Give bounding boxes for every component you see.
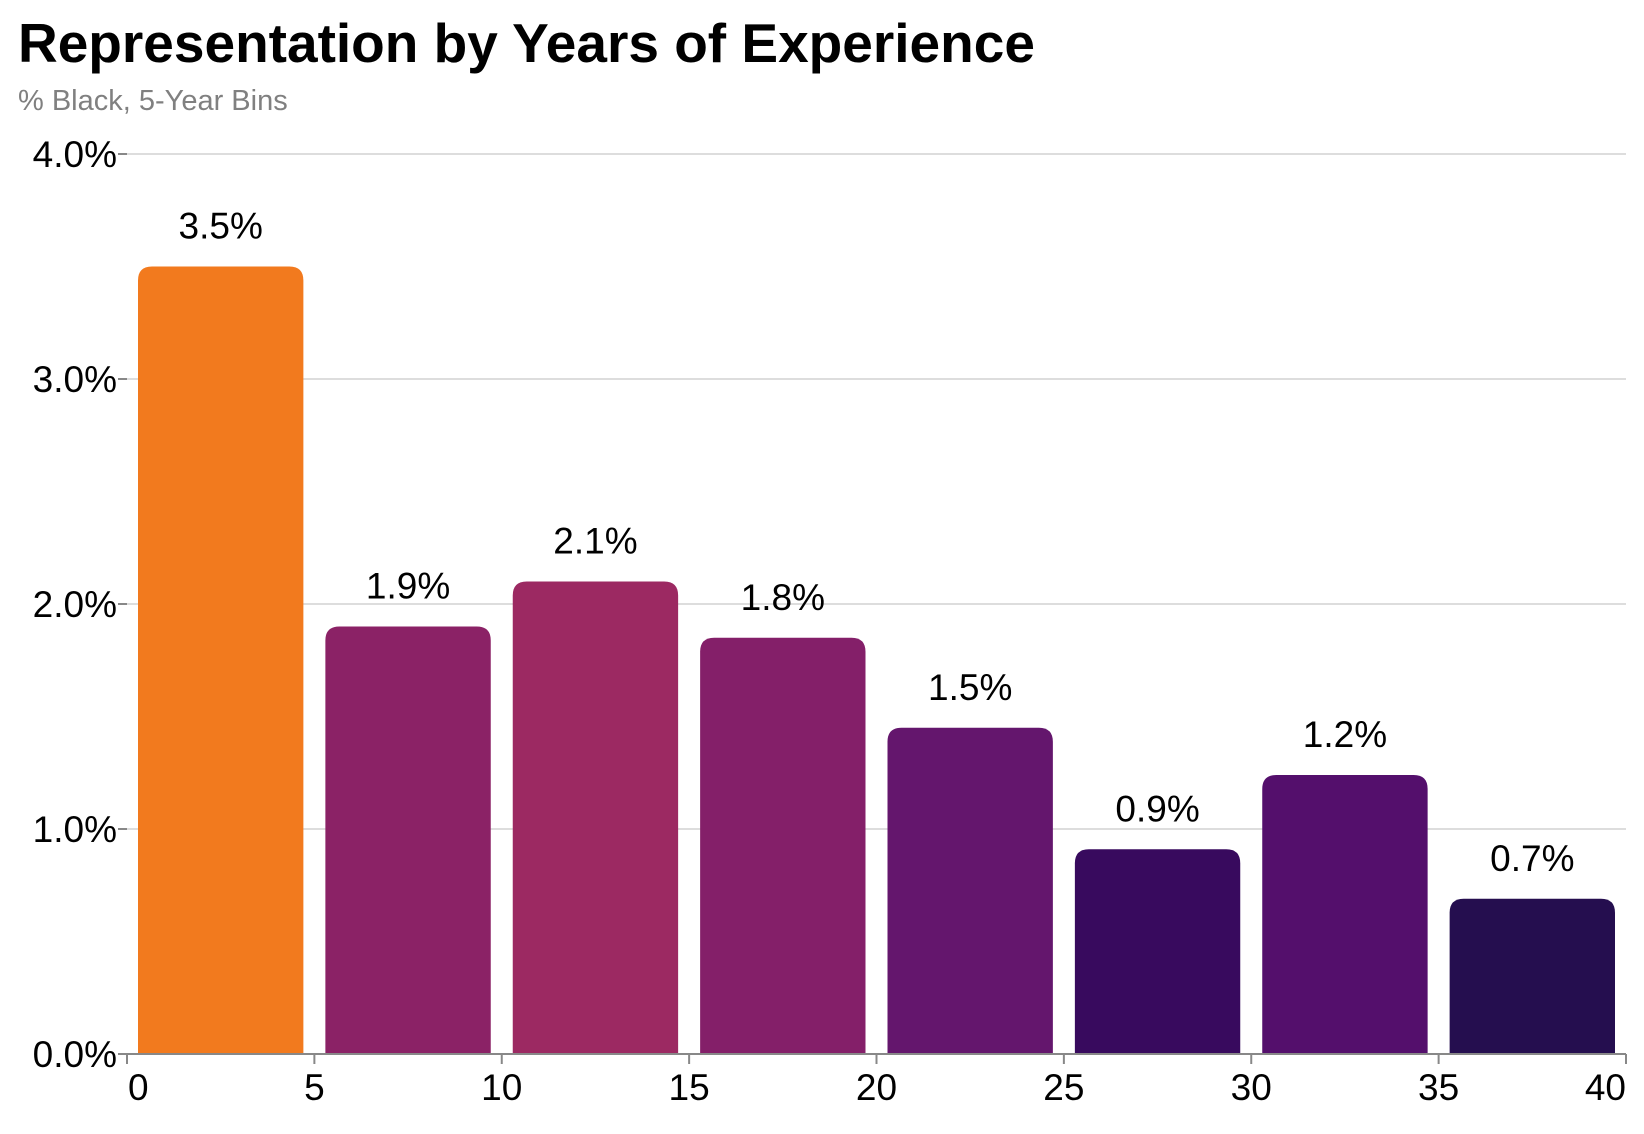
- bar-value-label: 1.5%: [928, 667, 1012, 708]
- y-tick-label: 3.0%: [33, 359, 117, 400]
- x-tick-label: 0: [128, 1067, 149, 1108]
- x-tick-label: 15: [669, 1067, 710, 1108]
- y-tick-label: 2.0%: [33, 584, 117, 625]
- bar: [1074, 849, 1241, 1054]
- bar: [1262, 775, 1428, 1054]
- bar: [700, 637, 866, 1054]
- bar-value-label: 1.2%: [1303, 714, 1387, 755]
- x-tick-label: 20: [856, 1067, 897, 1108]
- x-tick-label: 5: [304, 1067, 325, 1108]
- y-tick-label: 0.0%: [33, 1034, 117, 1075]
- bar-value-label: 1.8%: [741, 577, 825, 618]
- axes: 0.0% 1.0% 2.0% 3.0% 4.0% 0 5 10 15 20 25 30 35 40: [33, 134, 1627, 1108]
- x-tick-label: 40: [1585, 1067, 1626, 1108]
- x-tick-label: 35: [1418, 1067, 1459, 1108]
- bars: [138, 266, 1615, 1054]
- y-tick-label: 4.0%: [33, 134, 117, 175]
- bar: [1449, 898, 1615, 1054]
- bar: [512, 581, 679, 1054]
- data-labels: 3.5% 1.9% 2.1% 1.8% 1.5% 0.9% 1.2% 0.7%: [179, 206, 1575, 879]
- chart-subtitle: % Black, 5-Year Bins: [18, 85, 288, 117]
- x-tick-label: 30: [1231, 1067, 1272, 1108]
- chart-title: Representation by Years of Experience: [18, 12, 1035, 74]
- bar-value-label: 0.7%: [1490, 838, 1574, 879]
- bar: [138, 266, 304, 1054]
- x-tick-label: 10: [481, 1067, 522, 1108]
- bar-value-label: 3.5%: [179, 206, 263, 247]
- bar-value-label: 2.1%: [553, 521, 637, 562]
- bar-value-label: 0.9%: [1115, 788, 1199, 829]
- bar: [325, 626, 491, 1054]
- y-tick-label: 1.0%: [33, 809, 117, 850]
- bar: [887, 727, 1053, 1054]
- bar-value-label: 1.9%: [366, 566, 450, 607]
- x-tick-label: 25: [1043, 1067, 1084, 1108]
